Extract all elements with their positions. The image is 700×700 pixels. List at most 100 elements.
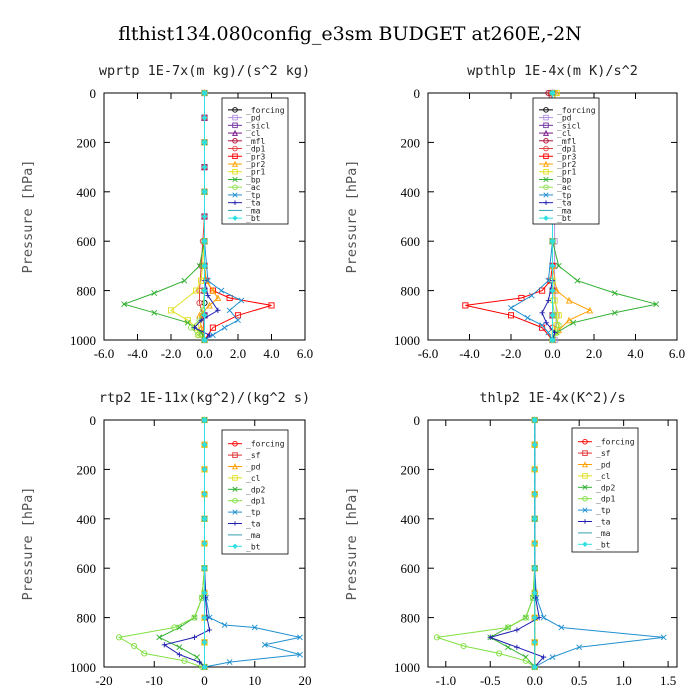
data-point: [221, 324, 228, 331]
legend-label: _sf: [246, 451, 261, 460]
x-tick-label: 0: [201, 673, 208, 688]
legend-label: _dp2: [246, 485, 265, 494]
data-point: [549, 312, 556, 319]
data-point: [582, 495, 588, 502]
data-point: [214, 294, 222, 302]
y-tick-label: 0: [90, 86, 97, 101]
data-point: [514, 627, 520, 633]
y-tick-label: 600: [401, 561, 421, 576]
y-tick-label: 800: [77, 284, 97, 299]
legend-label: _bt: [596, 540, 611, 549]
data-point: [549, 336, 556, 344]
legend-label: _tp: [246, 508, 261, 517]
legend-label: _tp: [557, 191, 572, 200]
legend: _forcing_pd_sicl_cl_mfl_dp1_pr3_pr2_pr1_…: [221, 97, 289, 225]
data-point: [199, 307, 206, 314]
x-tick-label: 2.0: [230, 346, 246, 361]
legend-label: _cl: [596, 472, 611, 481]
y-tick-label: 200: [401, 462, 421, 477]
legend: _forcing_pd_sicl_cl_mfl_dp1_pr3_pr2_pr1_…: [532, 97, 600, 225]
legend-label: _ma: [596, 529, 611, 538]
legend-label: _ta: [596, 518, 611, 527]
data-point: [232, 215, 238, 221]
data-point: [496, 650, 503, 657]
legend-label: _dp1: [596, 495, 615, 504]
legend-label: _pr3: [246, 152, 265, 161]
x-tick-label: 0.0: [196, 346, 212, 361]
legend-label: _ta: [246, 199, 261, 208]
data-point: [232, 107, 238, 113]
data-point: [531, 663, 538, 671]
x-tick-label: 6.0: [669, 346, 685, 361]
data-point: [205, 292, 211, 299]
data-point: [232, 184, 238, 190]
data-point: [215, 307, 221, 313]
data-point: [531, 614, 538, 621]
data-point: [543, 145, 549, 152]
data-point: [541, 654, 547, 660]
legend-label: _bt: [246, 214, 261, 223]
data-point: [116, 634, 123, 641]
data-point: [206, 301, 213, 309]
data-point: [201, 663, 208, 671]
data-point: [543, 122, 549, 129]
legend-box: [571, 427, 639, 553]
legend-label: _pr2: [246, 160, 265, 169]
data-point: [191, 325, 198, 331]
data-point: [232, 521, 238, 526]
data-point: [261, 641, 268, 648]
legend-label: _dp1: [246, 145, 265, 154]
x-tick-label: -6.0: [94, 346, 115, 361]
x-tick-label: 20: [299, 673, 312, 688]
legend-label: _pd: [596, 461, 611, 470]
data-point: [433, 634, 440, 641]
data-point: [582, 507, 588, 513]
y-tick-label: 800: [401, 284, 421, 299]
data-point: [582, 541, 588, 548]
x-tick-label: -2.0: [161, 346, 182, 361]
y-tick-label: 400: [401, 185, 421, 200]
y-tick-label: 600: [77, 561, 97, 576]
data-point: [226, 294, 233, 302]
data-point: [297, 634, 303, 641]
data-point: [508, 304, 514, 311]
x-tick-label: -10: [146, 673, 163, 688]
x-tick-label: -2.0: [501, 346, 522, 361]
data-point: [531, 466, 538, 473]
legend-label: _sicl: [557, 121, 581, 130]
data-point: [531, 491, 538, 498]
x-tick-label: -4.0: [459, 346, 480, 361]
data-point: [232, 145, 238, 152]
data-point: [518, 294, 525, 302]
y-tick-label: 400: [401, 512, 421, 527]
data-point: [524, 314, 531, 321]
data-point: [201, 139, 208, 146]
y-tick-label: 1000: [70, 333, 96, 348]
y-tick-label: 600: [401, 234, 421, 249]
panel-title: wpthlp 1E-4x(m K)/s^2: [467, 63, 638, 79]
y-axis-label: Pressure [hPa]: [344, 160, 360, 274]
data-point: [131, 642, 138, 650]
data-point: [198, 329, 205, 336]
data-point: [202, 595, 209, 601]
y-axis-label: Pressure [hPa]: [20, 160, 36, 274]
data-point: [549, 89, 556, 97]
panel-4: thlp2 1E-4x(K^2)/s Pressure [hPa] 0 200 400 6…: [344, 390, 678, 688]
data-point: [201, 336, 208, 344]
data-point: [201, 287, 208, 294]
data-point: [176, 644, 183, 651]
data-point: [201, 114, 208, 121]
data-point: [460, 642, 467, 650]
data-point: [545, 277, 552, 284]
data-point: [232, 168, 238, 175]
data-point: [231, 160, 239, 167]
legend-label: _dp2: [596, 483, 615, 492]
data-point: [533, 595, 539, 601]
data-point: [151, 290, 158, 296]
legend-label: _pr1: [246, 168, 265, 177]
data-point: [232, 200, 238, 205]
series-dp1: [116, 416, 208, 671]
data-point: [549, 287, 556, 294]
data-point: [251, 624, 258, 631]
legend-label: _forcing: [246, 106, 285, 115]
